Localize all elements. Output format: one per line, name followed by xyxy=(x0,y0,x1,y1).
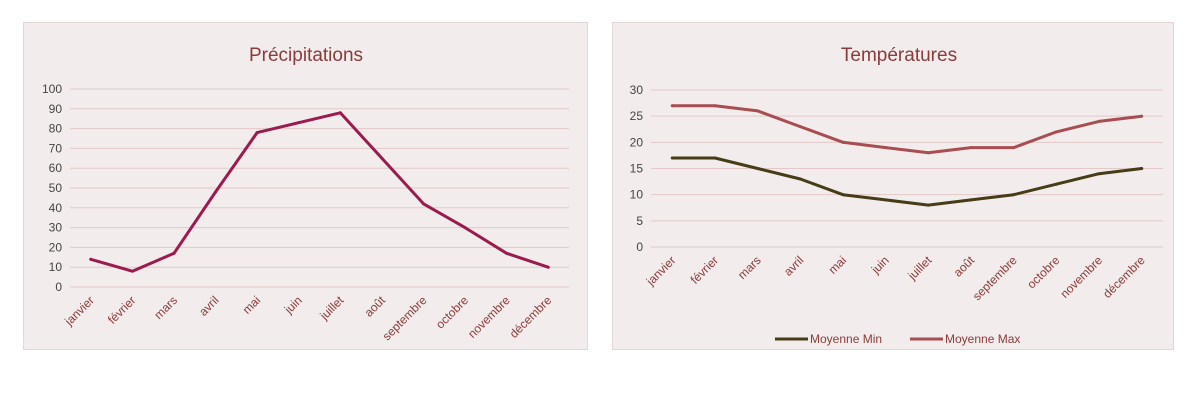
x-tick-label: novembre xyxy=(465,293,513,341)
data-point xyxy=(884,198,888,202)
y-tick-label: 90 xyxy=(49,102,63,116)
data-point xyxy=(297,121,301,125)
data-point xyxy=(1012,146,1016,150)
y-tick-label: 5 xyxy=(636,214,643,228)
y-tick-label: 30 xyxy=(49,221,63,235)
x-tick-label: juin xyxy=(868,253,892,277)
y-tick-label: 50 xyxy=(49,181,63,195)
x-tick-label: février xyxy=(105,293,138,326)
data-point xyxy=(172,251,176,255)
x-tick-label: octobre xyxy=(1024,253,1062,291)
legend-label-min: Moyenne Min xyxy=(810,332,882,346)
data-point xyxy=(89,257,93,261)
x-tick-label: juillet xyxy=(316,293,346,323)
y-tick-label: 10 xyxy=(49,260,63,274)
x-tick-label: août xyxy=(951,253,978,280)
data-point xyxy=(756,109,760,113)
legend-label-max: Moyenne Max xyxy=(945,332,1020,346)
data-point xyxy=(969,146,973,150)
x-tick-label: décembre xyxy=(1100,253,1148,301)
temperature-chart: Températures 0 5 10 15 20 25 30 janvier février… xyxy=(630,45,1163,346)
data-point xyxy=(884,146,888,150)
data-point xyxy=(380,156,384,160)
data-point xyxy=(1140,114,1144,118)
data-point xyxy=(463,226,467,230)
data-point xyxy=(670,104,674,108)
data-point xyxy=(214,190,218,194)
precipitation-chart-title: Précipitations xyxy=(249,45,363,66)
y-tick-label: 20 xyxy=(49,240,63,254)
y-tick-label: 10 xyxy=(630,188,644,202)
data-point xyxy=(1097,172,1101,176)
y-tick-label: 30 xyxy=(630,83,644,97)
data-point xyxy=(926,151,930,155)
precipitation-chart-panel: Précipitations 0 10 20 30 40 50 60 70 80 90 100 ja… xyxy=(23,22,588,350)
x-tick-label: avril xyxy=(781,253,806,278)
x-tick-label: août xyxy=(362,293,389,320)
y-tick-label: 20 xyxy=(630,135,644,149)
x-tick-label: septembre xyxy=(380,293,430,343)
data-point xyxy=(1097,119,1101,123)
temperature-chart-title: Températures xyxy=(841,45,957,66)
data-point xyxy=(841,193,845,197)
data-point xyxy=(1140,167,1144,170)
data-point xyxy=(1054,130,1058,134)
precipitation-chart: Précipitations 0 10 20 30 40 50 60 70 80 90 100 ja… xyxy=(42,45,569,343)
x-tick-label: novembre xyxy=(1057,253,1105,301)
data-point xyxy=(1054,182,1058,186)
x-tick-label: mars xyxy=(735,253,764,282)
x-tick-label: février xyxy=(688,253,721,286)
y-tick-label: 0 xyxy=(55,280,62,294)
y-tick-label: 40 xyxy=(49,201,63,215)
x-tick-label: janvier xyxy=(61,293,97,329)
x-tick-label: décembre xyxy=(507,293,555,341)
data-point xyxy=(421,202,425,206)
x-tick-label: juillet xyxy=(905,253,935,283)
data-point xyxy=(546,265,550,269)
data-point xyxy=(713,156,717,160)
temperature-chart-panel: Températures 0 5 10 15 20 25 30 janvier février… xyxy=(612,22,1174,350)
y-tick-label: 25 xyxy=(630,109,644,123)
y-tick-label: 100 xyxy=(42,82,62,96)
y-tick-label: 80 xyxy=(49,122,63,136)
data-point xyxy=(1012,193,1016,197)
y-tick-label: 0 xyxy=(636,240,643,254)
x-tick-label: mai xyxy=(240,293,264,317)
data-point xyxy=(670,156,674,160)
y-tick-label: 60 xyxy=(49,161,63,175)
y-tick-label: 70 xyxy=(49,141,63,155)
data-point xyxy=(798,177,802,181)
series-line-2 xyxy=(670,104,1144,155)
data-point xyxy=(130,269,134,273)
series-line-1 xyxy=(670,156,1144,207)
x-tick-label: janvier xyxy=(643,253,679,289)
data-point xyxy=(756,167,760,170)
data-point xyxy=(255,131,259,135)
data-point xyxy=(798,125,802,129)
series-line-1 xyxy=(89,111,550,273)
x-tick-label: juin xyxy=(281,293,305,317)
y-tick-label: 15 xyxy=(630,162,644,176)
data-point xyxy=(338,111,342,115)
data-point xyxy=(505,251,509,255)
x-tick-label: mai xyxy=(826,253,850,277)
data-point xyxy=(841,140,845,144)
x-tick-label: mars xyxy=(151,293,180,322)
x-tick-label: avril xyxy=(196,293,221,318)
data-point xyxy=(713,104,717,108)
data-point xyxy=(926,203,930,207)
x-tick-label: septembre xyxy=(970,253,1020,303)
temperature-legend: Moyenne Min Moyenne Max xyxy=(775,332,1020,346)
data-point xyxy=(969,198,973,202)
x-tick-label: octobre xyxy=(433,293,471,331)
